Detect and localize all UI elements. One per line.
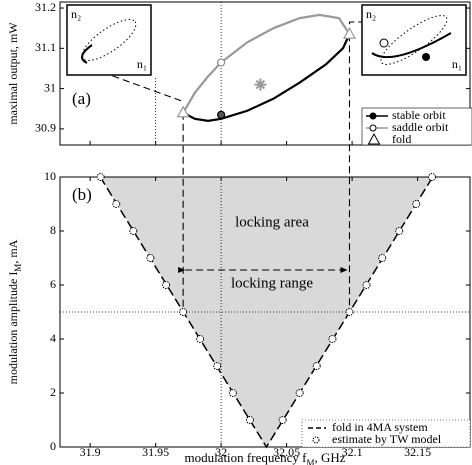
inset-label: n₂ (366, 7, 376, 21)
tw-estimate (428, 173, 437, 181)
tw-estimate (146, 254, 155, 262)
x-tick-label: 31.95 (142, 445, 169, 459)
tw-estimate (96, 173, 105, 181)
orbit-line (182, 33, 351, 122)
fold-line (99, 176, 434, 449)
inset (66, 4, 152, 76)
connector (348, 21, 362, 25)
tw-estimate (112, 200, 121, 208)
tw-estimate (328, 335, 337, 343)
y-tick-label: 31.2 (35, 0, 56, 14)
inset-label: n₁ (137, 57, 147, 71)
fold-marker (176, 105, 190, 118)
tw-estimate (362, 281, 371, 289)
inset-orbit-stable (81, 44, 93, 64)
inset-point (422, 53, 430, 61)
tw-estimate (129, 227, 138, 235)
fold-marker (342, 26, 357, 39)
legend-marker (367, 132, 381, 145)
tw-estimate (245, 416, 254, 424)
legend-label: stable orbit (392, 108, 446, 122)
y-tick-label: 6 (50, 277, 56, 291)
inset-label: n₁ (452, 57, 462, 71)
legend-marker (369, 124, 377, 132)
tw-estimate (312, 362, 321, 370)
y-tick-label: 30.9 (35, 121, 56, 135)
tw-estimate (196, 335, 205, 343)
y-tick-label: 31 (44, 80, 56, 94)
legend-label: fold in 4MA system (332, 420, 428, 434)
annotation: locking range (231, 275, 313, 291)
legend-box (361, 107, 472, 146)
tw-estimate (412, 200, 421, 208)
y-tick-label: 2 (50, 385, 56, 399)
y-tick-label: 0 (50, 439, 56, 453)
inset-label: n₂ (71, 7, 81, 21)
label-unit: , mA (6, 239, 20, 263)
x-tick-label: 32.15 (404, 445, 431, 459)
tw-estimate (295, 389, 304, 397)
label-sub: M (13, 264, 23, 272)
label-sub: M (306, 458, 314, 465)
legend-label: estimate by TW model (332, 432, 442, 446)
y-tick-label: 10 (44, 169, 56, 183)
axis-label: maximal output, mW (6, 22, 20, 125)
tw-estimate (213, 362, 222, 370)
tw-estimate (345, 308, 354, 316)
panel-label: (a) (72, 89, 91, 108)
inset-point (379, 38, 389, 48)
tw-estimate (179, 308, 188, 316)
x-tick-label: 32.1 (342, 445, 363, 459)
star-marker (254, 78, 267, 91)
tw-estimate (378, 254, 387, 262)
annotation: locking area (235, 214, 309, 230)
label-unit: , GHz (314, 450, 345, 465)
inset (361, 4, 467, 76)
orbit-line (182, 13, 351, 114)
x-tick-label: 32.05 (273, 445, 300, 459)
tw-estimate (278, 416, 287, 424)
y-tick-label: 4 (50, 331, 56, 345)
inset-orbit-stable (371, 32, 452, 59)
legend-label: saddle orbit (392, 120, 449, 134)
legend-box (301, 419, 471, 448)
legend-label: fold (392, 132, 411, 146)
axis-label: modulation frequency fM, GHz (184, 450, 345, 465)
label-text: modulation amplitude I (6, 272, 20, 385)
y-tick-label: 8 (50, 223, 56, 237)
legend-marker (369, 112, 377, 120)
legend-marker (312, 436, 320, 444)
stable-point (217, 110, 226, 119)
inset-orbit (81, 19, 137, 61)
label-text: modulation frequency f (184, 450, 307, 465)
y-tick-label: 31.1 (35, 40, 56, 54)
x-tick-label: 32 (215, 445, 227, 459)
tw-estimate (162, 281, 171, 289)
tw-estimate (395, 227, 404, 235)
panel-label: (b) (72, 185, 92, 204)
plot-frame (59, 1, 471, 146)
saddle-point (217, 58, 226, 67)
axis-label: modulation amplitude IM, mA (6, 239, 23, 384)
tw-estimate (228, 389, 237, 397)
connector (109, 74, 182, 102)
x-tick-label: 31.9 (80, 445, 101, 459)
